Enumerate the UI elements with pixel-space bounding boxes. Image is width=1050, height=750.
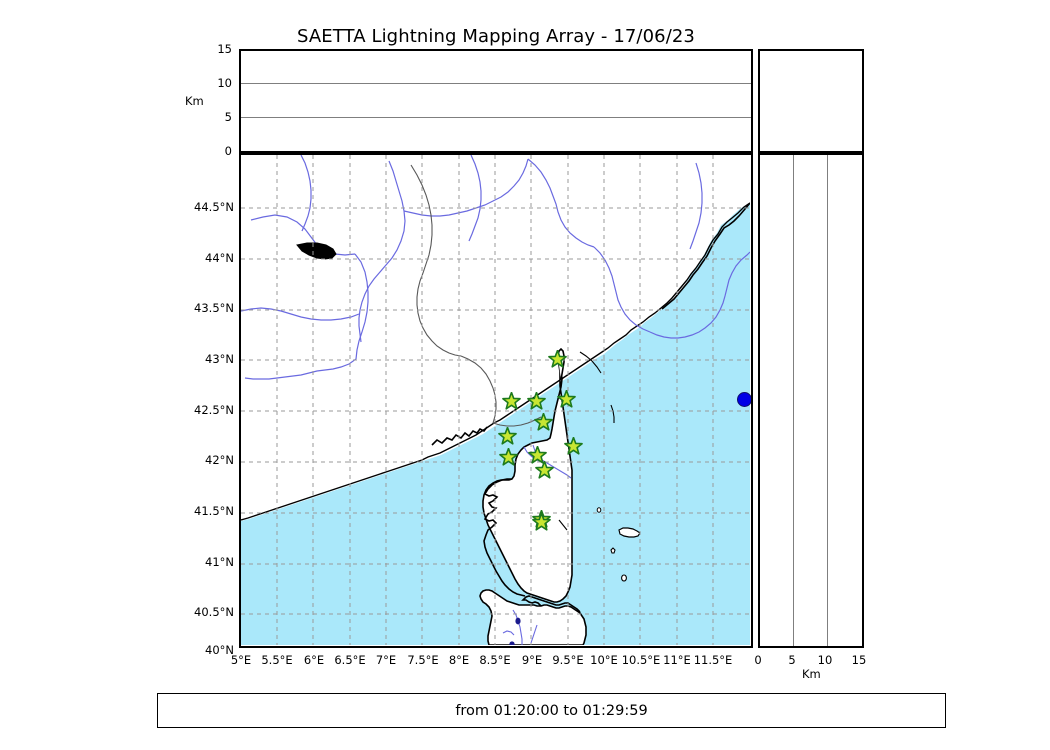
sardinia-river-3	[502, 630, 515, 636]
tuscan-coast-line	[579, 351, 602, 374]
map-lon-tick-8-5: 8.5°E	[479, 653, 511, 667]
border-france-italy	[410, 164, 462, 357]
lma-station-marker	[527, 391, 546, 411]
corsica-landmass	[482, 364, 573, 603]
isola-elba	[618, 527, 641, 538]
lma-station-marker	[535, 460, 554, 480]
river-garonne	[241, 307, 360, 321]
map-lon-tick-5: 5°E	[230, 653, 252, 667]
top-panel-gridline-5	[241, 117, 751, 118]
sardinia-lake-2	[509, 641, 515, 645]
right-xtick-10: 10	[817, 653, 833, 667]
riviera-bays	[431, 426, 488, 446]
river-north-west	[300, 155, 312, 232]
right-xtick-0: 0	[754, 653, 762, 667]
map-panel[interactable]	[239, 153, 753, 648]
map-lat-tick-40: 40°N	[205, 643, 234, 657]
top-ytick-10: 10	[217, 76, 232, 90]
border-region	[492, 416, 542, 427]
top-ytick-0: 0	[224, 144, 232, 158]
map-lon-tick-10: 10°E	[590, 653, 618, 667]
top-ytick-5: 5	[224, 110, 232, 124]
right-panel-gridline-10	[827, 155, 828, 646]
map-lat-tick-42-5: 42.5°N	[194, 403, 234, 417]
river-saone	[358, 160, 406, 343]
map-lat-tick-44-5: 44.5°N	[194, 200, 234, 214]
lma-station-marker	[502, 391, 521, 411]
top-ytick-15: 15	[217, 42, 232, 56]
small-coast-segment	[610, 404, 615, 423]
blue-event-marker	[737, 392, 751, 407]
chart-title: SAETTA Lightning Mapping Array - 17/06/2…	[297, 26, 695, 47]
corner-panel	[758, 49, 864, 153]
right-panel-gridline-5	[793, 155, 794, 646]
river-po-upper	[527, 158, 595, 248]
lma-station-marker	[532, 512, 551, 532]
map-lat-tick-41-5: 41.5°N	[194, 504, 234, 518]
right-panel-axis-label-km: Km	[802, 667, 821, 681]
status-bar: from 01:20:00 to 01:29:59	[157, 693, 946, 728]
right-xtick-5: 5	[788, 653, 796, 667]
map-lon-tick-7-5: 7.5°E	[407, 653, 439, 667]
map-lat-tick-41: 41°N	[205, 555, 234, 569]
lma-station-marker	[548, 349, 567, 369]
map-lat-tick-44: 44°N	[205, 251, 234, 265]
liguria-coastline	[661, 202, 750, 310]
map-lat-tick-43-5: 43.5°N	[194, 301, 234, 315]
map-lat-tick-43: 43°N	[205, 352, 234, 366]
map-lon-tick-11-5: 11.5°E	[693, 653, 733, 667]
top-panel-axis-label-km: Km	[185, 94, 204, 108]
map-lon-tick-5-5: 5.5°E	[261, 653, 293, 667]
isola-montecristo	[621, 574, 627, 582]
map-inner	[241, 155, 751, 645]
map-lon-tick-6-5: 6.5°E	[334, 653, 366, 667]
lma-station-marker	[534, 412, 553, 432]
river-rhone-lower	[354, 253, 369, 360]
map-lon-tick-9: 9°E	[521, 653, 543, 667]
map-lat-tick-42: 42°N	[205, 453, 234, 467]
sardinia-river-1	[512, 609, 523, 645]
river-adige	[649, 251, 750, 339]
map-lon-tick-8: 8°E	[448, 653, 470, 667]
isola-capraia	[610, 547, 616, 554]
lma-station-marker	[564, 436, 583, 456]
mainland-fill	[241, 155, 750, 521]
map-gridlines	[241, 155, 750, 645]
coast-segment-2	[558, 519, 568, 531]
sardinia-river-2	[530, 624, 538, 644]
lma-station-marker	[528, 445, 547, 465]
river-west-branch	[244, 358, 357, 380]
border-alps	[460, 355, 497, 424]
right-altitude-panel	[758, 153, 864, 648]
river-loire-branch	[468, 155, 482, 242]
map-geography	[241, 155, 750, 645]
sardinia-lake-1	[515, 617, 521, 625]
lma-station-marker	[557, 389, 576, 409]
top-altitude-panel	[239, 49, 753, 153]
river-po-lower	[593, 246, 651, 333]
corsica-west-coast	[483, 478, 526, 597]
lagoon-marking	[296, 242, 337, 260]
isola-gorgona	[596, 507, 602, 513]
top-panel-gridline-10	[241, 83, 751, 84]
map-lat-tick-40-5: 40.5°N	[194, 605, 234, 619]
map-lon-tick-7: 7°E	[375, 653, 397, 667]
right-xtick-15: 15	[851, 653, 867, 667]
map-lon-tick-10-5: 10.5°E	[621, 653, 661, 667]
map-lon-tick-6: 6°E	[303, 653, 325, 667]
mainland-coastline	[241, 202, 750, 521]
lma-station-marker	[499, 447, 518, 467]
river-italy-north	[689, 162, 703, 250]
status-bar-text: from 01:20:00 to 01:29:59	[455, 702, 648, 719]
map-lon-tick-11: 11°E	[663, 653, 691, 667]
river-rhone-upper	[250, 214, 356, 256]
map-lon-tick-9-5: 9.5°E	[552, 653, 584, 667]
lma-station-marker	[498, 426, 517, 446]
